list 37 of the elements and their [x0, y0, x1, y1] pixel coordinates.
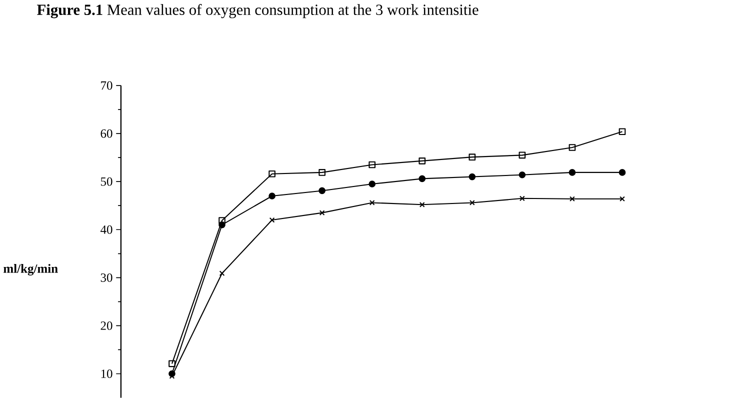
point: [618, 168, 626, 176]
y-tick-label: 20: [100, 321, 112, 330]
point: [368, 180, 376, 188]
point: [269, 217, 275, 223]
point: [618, 128, 626, 135]
y-axis-title: ml/kg/min: [4, 264, 58, 276]
point: [568, 168, 576, 176]
point: [518, 152, 526, 158]
point: [368, 161, 376, 168]
y-tick-label: 30: [100, 273, 112, 282]
point: [168, 360, 176, 367]
point: [468, 154, 476, 160]
y-tick-label: 70: [101, 81, 112, 90]
point: [418, 157, 426, 164]
point: [469, 200, 475, 206]
point: [468, 173, 476, 180]
y-tick-label: 10: [101, 369, 112, 378]
point: [620, 196, 625, 202]
point: [318, 187, 326, 194]
point: [568, 144, 576, 151]
point: [318, 168, 326, 176]
point: [419, 202, 425, 208]
y-tick-label: 50: [100, 177, 112, 186]
point: [219, 270, 225, 276]
point: [319, 210, 325, 216]
point: [519, 196, 525, 201]
point: [369, 200, 375, 206]
point: [218, 216, 226, 224]
point: [570, 196, 575, 202]
point: [268, 170, 276, 178]
point: [418, 175, 426, 182]
point: [218, 221, 226, 228]
chart-title: Figure 5.1 Mean values of oxygen consumption at the 3 work intensitie: [37, 4, 478, 18]
y-tick-label: 60: [100, 129, 112, 138]
point: [268, 192, 276, 200]
point: [518, 171, 526, 178]
y-tick-label: 40: [100, 225, 112, 234]
